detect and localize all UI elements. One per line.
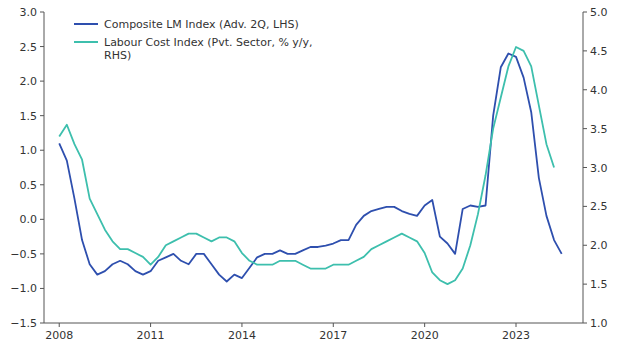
lines — [59, 47, 561, 284]
y-tick — [40, 115, 44, 116]
y-tick-label: 0.0 — [20, 213, 38, 226]
y2-tick — [583, 12, 587, 13]
y-tick — [40, 150, 44, 151]
x-tick-label: 2020 — [411, 329, 439, 342]
x-tick-label: 2014 — [228, 329, 256, 342]
y2-tick-label: 3.5 — [590, 123, 608, 136]
x-tick — [424, 323, 425, 327]
legend-label: Composite LM Index (Adv. 2Q, LHS) — [104, 18, 299, 31]
y2-tick-label: 4.5 — [590, 45, 608, 58]
y2-tick — [583, 167, 587, 168]
y-tick — [40, 288, 44, 289]
y2-tick — [583, 245, 587, 246]
y2-tick — [583, 284, 587, 285]
y-tick — [40, 184, 44, 185]
x-tick — [59, 323, 60, 327]
y-tick-label: 3.0 — [20, 6, 38, 19]
y-tick-label: 0.5 — [20, 179, 38, 192]
x-tick-label: 2011 — [137, 329, 165, 342]
y-tick — [40, 46, 44, 47]
y2-tick-label: 1.5 — [590, 278, 608, 291]
y-axis-line — [44, 12, 45, 323]
y-tick-label: 1.0 — [20, 144, 38, 157]
legend-swatch — [74, 41, 98, 43]
x-tick-label: 2023 — [502, 329, 530, 342]
y-tick — [40, 323, 44, 324]
y2-tick-label: 1.0 — [590, 317, 608, 330]
y2-tick — [583, 128, 587, 129]
y2-tick-label: 2.0 — [590, 239, 608, 252]
y-tick-label: −1.0 — [10, 282, 37, 295]
y-tick-label: −1.5 — [10, 317, 37, 330]
y-tick-label: −0.5 — [10, 248, 37, 261]
chart: 2008 2011 2014 2017 2020 2023 −1.5 −1.0 −0.5 0.0 0… — [0, 0, 627, 351]
x-axis-line — [44, 323, 583, 324]
y-tick — [40, 219, 44, 220]
series-line — [59, 47, 554, 284]
y-tick-label: 2.5 — [20, 41, 38, 54]
legend: Composite LM Index (Adv. 2Q, LHS) Labour … — [74, 18, 313, 62]
y2-tick-label: 3.0 — [590, 162, 608, 175]
axes: 2008 2011 2014 2017 2020 2023 −1.5 −1.0 −0.5 0.0 0… — [10, 6, 607, 342]
y-tick — [40, 81, 44, 82]
x-tick-label: 2017 — [319, 329, 347, 342]
y2-tick-label: 2.5 — [590, 200, 608, 213]
x-tick — [516, 323, 517, 327]
x-tick — [241, 323, 242, 327]
x-tick — [333, 323, 334, 327]
y-tick — [40, 253, 44, 254]
legend-swatch — [74, 23, 98, 25]
legend-label: Labour Cost Index (Pvt. Sector, % y/y,RH… — [104, 36, 313, 62]
y2-tick-label: 5.0 — [590, 6, 608, 19]
x-tick — [150, 323, 151, 327]
y2-tick-label: 4.0 — [590, 84, 608, 97]
y2-tick — [583, 50, 587, 51]
x-tick-label: 2008 — [45, 329, 73, 342]
y2-tick — [583, 323, 587, 324]
y-tick — [40, 12, 44, 13]
y-tick-label: 1.5 — [20, 110, 38, 123]
y-tick-label: 2.0 — [20, 75, 38, 88]
y2-tick — [583, 89, 587, 90]
y2-tick — [583, 206, 587, 207]
